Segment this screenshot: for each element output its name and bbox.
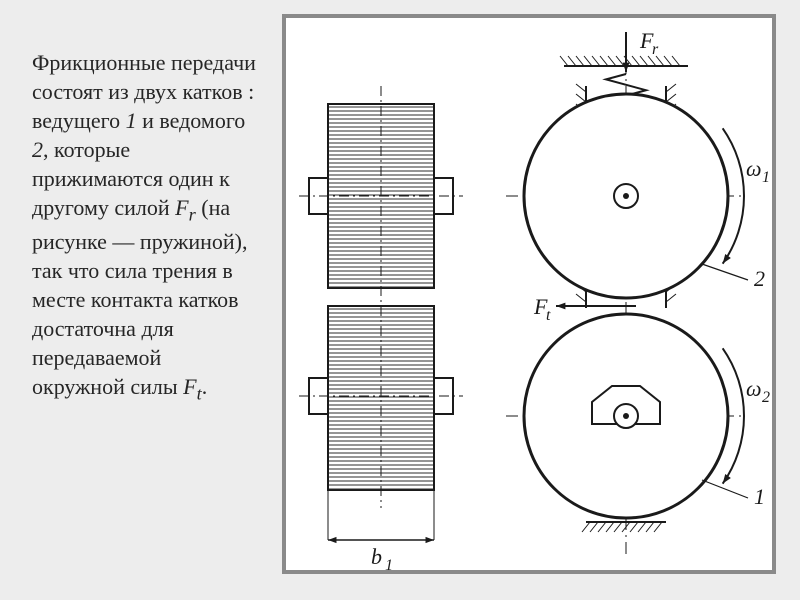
svg-text:1: 1 bbox=[762, 169, 770, 186]
text-column: Фрикционные передачи состоят из двух кат… bbox=[32, 26, 256, 427]
page: Фрикционные передачи состоят из двух кат… bbox=[0, 0, 800, 600]
force-t-symbol: Ft bbox=[183, 374, 202, 399]
svg-text:ω: ω bbox=[746, 156, 762, 181]
svg-text:r: r bbox=[652, 41, 659, 58]
svg-text:ω: ω bbox=[746, 376, 762, 401]
text: (на рисунке — пружиной), так что сила тр… bbox=[32, 195, 247, 399]
text: и ведомого bbox=[137, 108, 246, 133]
svg-text:1: 1 bbox=[754, 484, 765, 509]
svg-text:2: 2 bbox=[754, 266, 765, 291]
svg-text:2: 2 bbox=[762, 389, 770, 406]
text: . bbox=[202, 374, 208, 399]
force-r-symbol: Fr bbox=[175, 195, 196, 220]
driving-roller-number: 1 bbox=[126, 108, 137, 133]
svg-text:1: 1 bbox=[385, 557, 393, 570]
svg-text:t: t bbox=[546, 307, 551, 324]
figure-frame: b1FrFtω1ω221 bbox=[282, 14, 776, 574]
driven-roller-number: 2 bbox=[32, 137, 43, 162]
paragraph: Фрикционные передачи состоят из двух кат… bbox=[32, 48, 256, 405]
friction-drive-diagram: b1FrFtω1ω221 bbox=[286, 18, 772, 570]
svg-text:b: b bbox=[371, 544, 382, 569]
